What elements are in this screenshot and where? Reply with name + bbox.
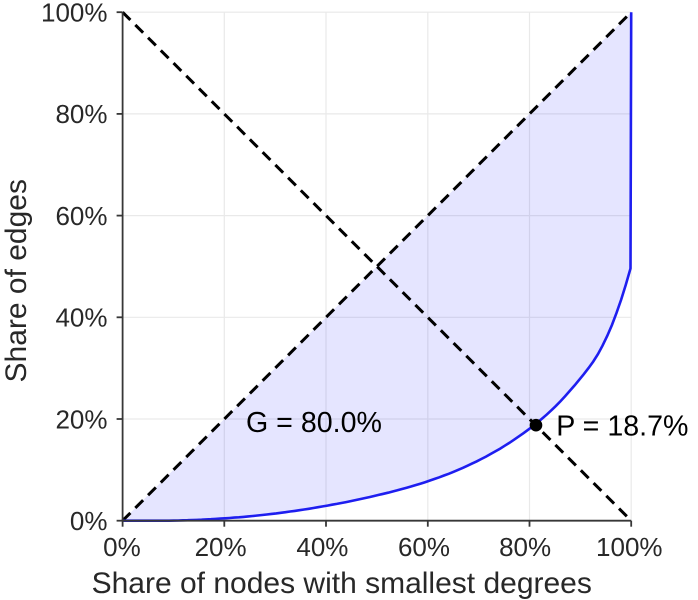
svg-text:60%: 60% bbox=[55, 201, 107, 231]
svg-text:Share of edges: Share of edges bbox=[0, 179, 33, 382]
svg-text:0%: 0% bbox=[70, 506, 108, 536]
svg-text:100%: 100% bbox=[41, 0, 108, 28]
svg-text:Share of nodes with smallest d: Share of nodes with smallest degrees bbox=[92, 567, 592, 600]
svg-text:20%: 20% bbox=[195, 532, 247, 562]
svg-text:100%: 100% bbox=[596, 532, 663, 562]
svg-text:40%: 40% bbox=[55, 303, 107, 333]
svg-text:0%: 0% bbox=[103, 532, 141, 562]
svg-text:P = 18.7%: P = 18.7% bbox=[556, 410, 688, 442]
svg-text:40%: 40% bbox=[296, 532, 348, 562]
svg-text:80%: 80% bbox=[499, 532, 551, 562]
svg-text:60%: 60% bbox=[398, 532, 450, 562]
svg-text:20%: 20% bbox=[55, 404, 107, 434]
svg-text:80%: 80% bbox=[55, 99, 107, 129]
svg-text:G = 80.0%: G = 80.0% bbox=[246, 407, 382, 439]
